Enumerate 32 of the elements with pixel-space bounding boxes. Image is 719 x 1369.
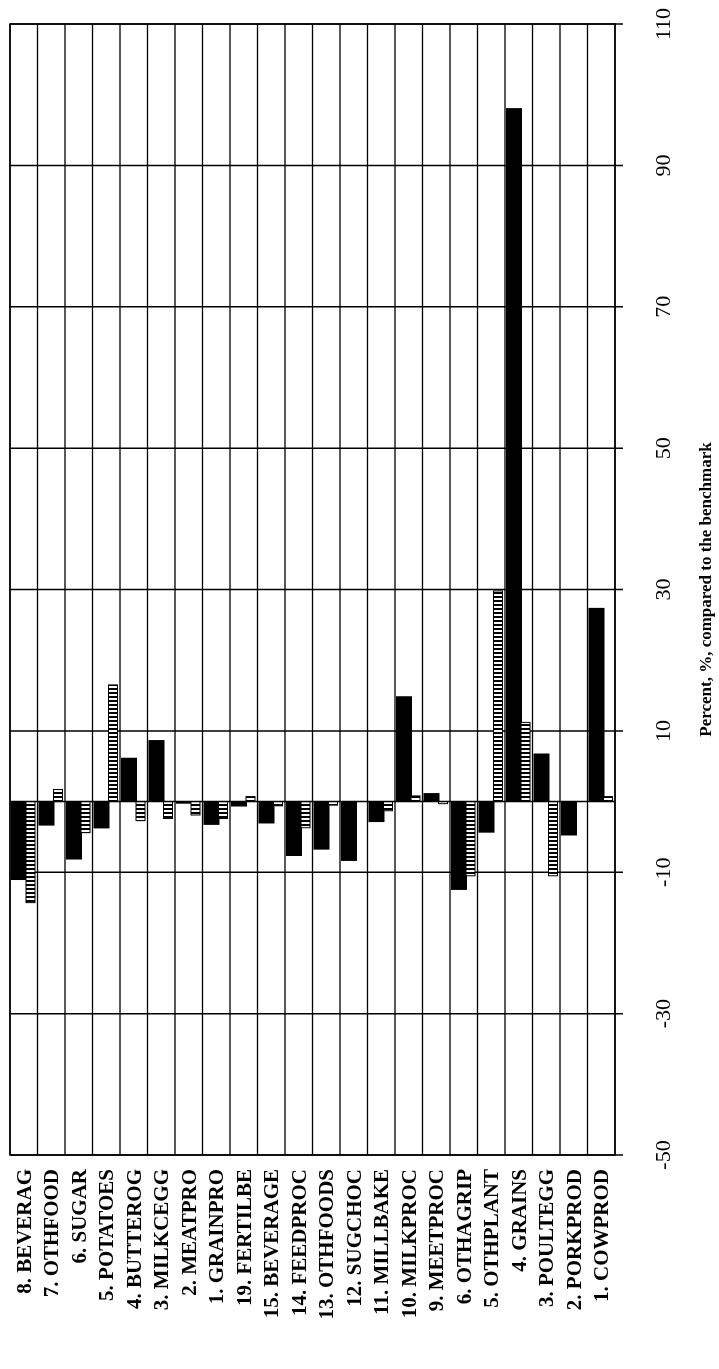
x-tick-label: 19. FERTILBE bbox=[231, 1169, 256, 1306]
x-tick-label: 12. SUGCHOC bbox=[341, 1169, 366, 1307]
x-tick-label: 3. POULTEGG bbox=[534, 1169, 559, 1308]
y-tick-label: 110 bbox=[649, 7, 675, 41]
y-tick-label: 90 bbox=[649, 154, 675, 177]
y-tick-label: -10 bbox=[649, 857, 675, 887]
x-tick-label: 6. OTHAGRIP bbox=[451, 1168, 476, 1305]
y-tick-label: 70 bbox=[649, 295, 675, 318]
x-tick-label: 2. MEATPRO bbox=[176, 1169, 201, 1296]
y-tick-label: 30 bbox=[649, 578, 675, 601]
x-tick-label: 1. COWPROD bbox=[589, 1169, 614, 1302]
y-axis-title: Percent, %, compared to the benchmark bbox=[695, 441, 715, 737]
x-tick-label: 15. BEVERAGE bbox=[259, 1169, 284, 1319]
x-tick-label: 4. GRAINS bbox=[506, 1169, 531, 1272]
x-tick-label: 11. MILLBAKE bbox=[369, 1169, 394, 1315]
y-tick-label: -50 bbox=[649, 1140, 675, 1170]
x-tick-label: 3. MILKCEGG bbox=[149, 1169, 174, 1311]
x-tick-label: 13. OTHFOODS bbox=[314, 1169, 339, 1320]
x-tick-label: 1. GRAINPRO bbox=[204, 1169, 229, 1305]
y-tick-label: -30 bbox=[649, 998, 675, 1029]
x-tick-label: 7. OTHFOOD bbox=[39, 1169, 64, 1298]
x-tick-label: 5. OTHPLANT bbox=[479, 1169, 504, 1308]
x-tick-label: 10. MILKPROC bbox=[396, 1169, 421, 1319]
x-tick-label: 6. SUGAR bbox=[66, 1168, 91, 1264]
x-tick-label: 5. POTATOES bbox=[94, 1169, 119, 1301]
x-tick-label: 4. BUTTEROG bbox=[121, 1169, 146, 1310]
y-tick-label: 50 bbox=[649, 437, 675, 460]
x-tick-label: 2. PORKPROD bbox=[561, 1169, 586, 1311]
x-tick-label: 8. BEVERAG bbox=[11, 1169, 36, 1294]
x-tick-label: 14. FEEDPROC bbox=[286, 1169, 311, 1316]
y-tick-label: 10 bbox=[649, 719, 675, 742]
x-tick-label: 9. MEETPROC bbox=[424, 1169, 449, 1312]
